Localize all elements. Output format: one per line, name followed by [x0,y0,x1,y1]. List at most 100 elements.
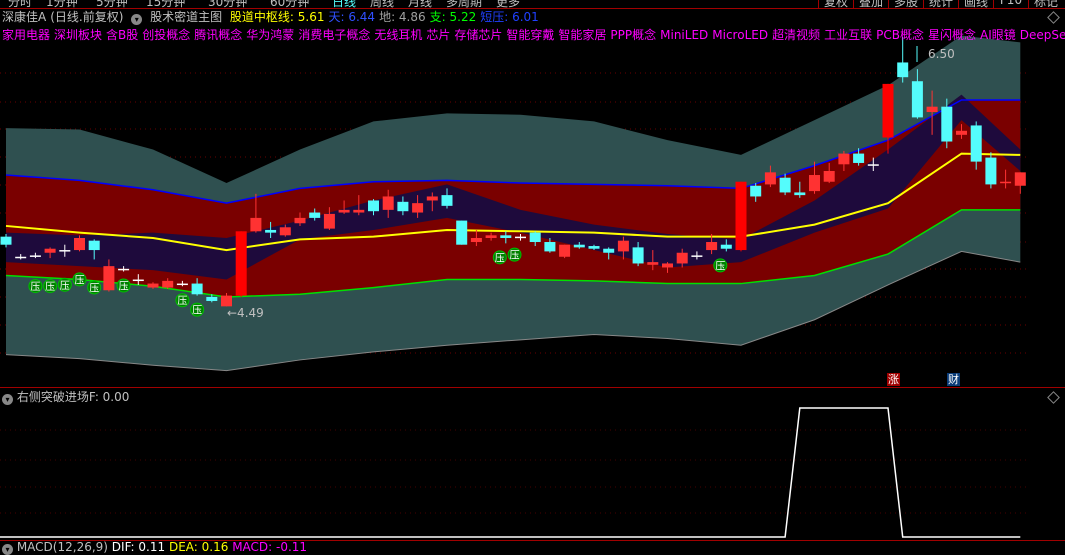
candle-body [176,283,188,286]
candle [1000,169,1012,189]
indicator-name[interactable]: 股术密道主图 [150,10,223,24]
concept-tag[interactable]: 无线耳机 [374,28,423,42]
toolbar-button[interactable]: 复权 [818,0,853,8]
candle [691,251,703,260]
candle-body [941,106,953,142]
period-tab[interactable]: 15分钟 [146,0,186,9]
concept-tag[interactable]: 超清视频 [772,28,821,42]
toolbar-button[interactable]: 标记 [1028,0,1063,8]
pressure-marker: 压 [507,247,522,262]
concept-tag[interactable]: 含B股 [106,28,139,42]
concept-tag[interactable]: PPP概念 [610,28,657,42]
candle [59,244,71,257]
candle [206,294,218,303]
concept-tag[interactable]: 创投概念 [142,28,191,42]
pressure-marker: 压 [116,278,131,293]
upper-line [5,99,1021,204]
sub-indicator-name[interactable]: 右侧突破进场F [16,390,95,404]
period-tab[interactable]: 30分钟 [208,0,248,9]
macd-value: MACD: -0.11 [232,540,308,554]
candle-body [838,153,850,165]
candle-body [147,283,159,288]
concept-tag[interactable]: DeepSeek概念 [1019,28,1065,42]
period-tab[interactable]: 更多 [496,0,521,9]
candle [867,157,879,171]
candle [353,195,365,216]
candle-body [191,283,203,295]
pressure-label: 压 [715,260,725,272]
candle [794,181,806,198]
concept-tag[interactable]: AI眼镜 [979,28,1016,42]
candle [941,98,953,149]
event-badge-finance[interactable]: 财 [947,373,960,386]
candle [779,173,791,196]
indicator-value: 股道中枢线: 5.61 [229,10,325,24]
candle [676,248,688,268]
candle [970,121,982,170]
panel-divider[interactable] [0,387,1065,388]
pressure-label: 压 [119,281,129,293]
candle-body [470,238,482,243]
concept-tag[interactable]: MiniLED [660,28,709,42]
stock-name: 深康佳A [2,10,47,24]
candle [426,192,438,212]
period-tab[interactable]: 1分钟 [46,0,78,9]
candle-body [103,266,115,291]
concept-tag[interactable]: 华为鸿蒙 [246,28,295,42]
period-tab[interactable]: 周线 [370,0,395,9]
period-tab[interactable]: 多周期 [446,0,483,9]
period-tab[interactable]: 5分钟 [96,0,128,9]
candle [470,229,482,247]
concept-tag[interactable]: MicroLED [712,28,769,42]
concept-tag[interactable]: 腾讯概念 [194,28,243,42]
concept-tags: 家用电器 深圳板块 含B股 创投概念 腾讯概念 华为鸿蒙 消费电子概念 无线耳机 芯片 存储芯片智… [2,27,1065,43]
period-tab[interactable]: 月线 [408,0,433,9]
period-tab[interactable]: 分时 [8,0,33,9]
candle [162,278,174,289]
candle-body [88,240,100,251]
candle [441,188,453,209]
indicator-dropdown-icon[interactable]: ▾ [131,14,143,25]
pressure-circle [175,293,190,308]
candle-body [515,236,526,239]
macd-title[interactable]: MACD(12,26,9) [16,540,108,554]
candle-body [485,235,497,238]
candle-body [265,229,277,233]
candle [0,233,12,248]
candle-body [956,130,967,135]
pressure-marker: 压 [190,302,205,317]
concept-tag[interactable]: 智能穿戴 [506,28,555,42]
concept-tag[interactable]: 智能家居 [558,28,607,42]
candle-body [882,83,894,138]
toolbar-button[interactable]: 画线 [958,0,993,8]
candle [544,238,556,253]
pressure-circle [43,279,58,294]
concept-tag[interactable]: 存储芯片 [454,28,503,42]
sub-indicator-dropdown-icon[interactable]: ▾ [2,394,13,405]
toolbar-button[interactable]: 多股 [888,0,923,8]
candle [662,262,673,273]
concept-tag[interactable]: 星闪概念 [927,28,976,42]
candle-body [647,262,659,265]
period-tab[interactable]: 日线 [332,0,357,9]
pressure-label: 压 [30,281,40,293]
toolbar-button[interactable]: F10 [993,0,1028,8]
macd-dropdown-icon[interactable]: ▾ [2,544,13,555]
candle-body [926,106,938,113]
candle-body [720,244,732,249]
panel-divider-bottom[interactable] [0,540,1065,541]
event-badge-rise[interactable]: 涨 [887,373,900,386]
pressure-circle [713,258,728,273]
pressure-marker: 压 [175,293,190,308]
concept-tag[interactable]: 家用电器 [2,28,51,42]
period-tab[interactable]: 60分钟 [270,0,310,9]
candle-body [368,200,379,212]
concept-tag[interactable]: 工业互联 [824,28,873,42]
concept-tag[interactable]: 消费电子概念 [298,28,371,42]
toolbar-button[interactable]: 叠加 [853,0,888,8]
concept-tag[interactable]: 深圳板块 [54,28,103,42]
concept-tag[interactable]: PCB概念 [876,28,924,42]
concept-tag[interactable]: 芯片 [426,28,451,42]
toolbar-button[interactable]: 统计 [923,0,958,8]
